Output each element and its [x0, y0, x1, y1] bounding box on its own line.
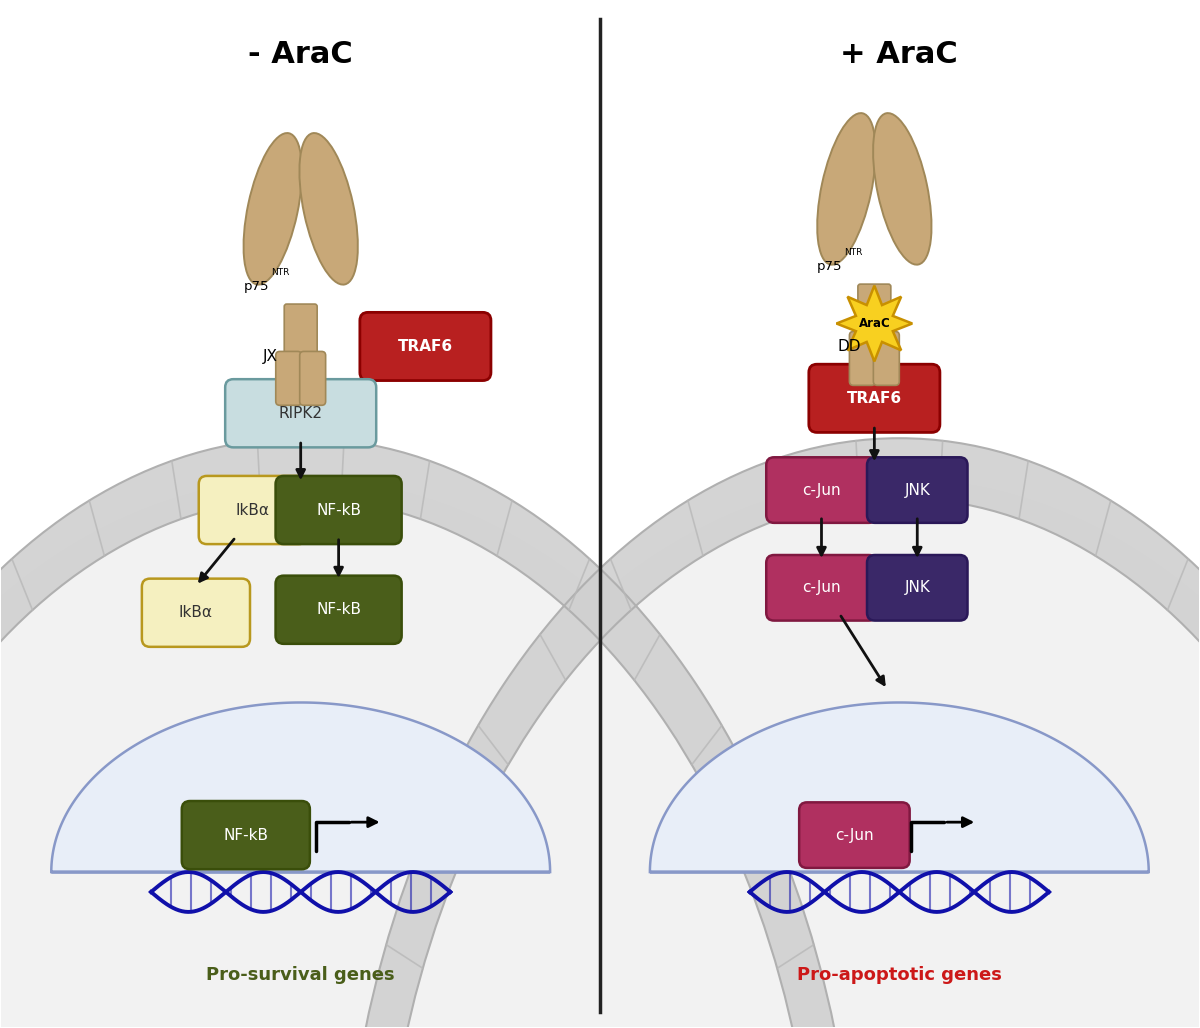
Text: TRAF6: TRAF6: [398, 339, 452, 354]
Ellipse shape: [817, 113, 876, 264]
Text: p75: p75: [244, 280, 269, 293]
FancyBboxPatch shape: [850, 331, 875, 386]
Text: NTR: NTR: [845, 248, 863, 257]
Polygon shape: [836, 286, 912, 362]
Text: + AraC: + AraC: [840, 40, 958, 69]
FancyBboxPatch shape: [276, 476, 402, 544]
FancyBboxPatch shape: [276, 352, 301, 405]
FancyBboxPatch shape: [858, 284, 890, 341]
FancyBboxPatch shape: [142, 579, 250, 647]
Text: IkBα: IkBα: [179, 605, 212, 620]
Text: RIPK2: RIPK2: [278, 406, 323, 420]
Text: NF-kB: NF-kB: [223, 828, 269, 843]
Polygon shape: [341, 438, 1200, 1028]
Ellipse shape: [874, 113, 931, 264]
FancyBboxPatch shape: [874, 331, 899, 386]
Text: c-Jun: c-Jun: [802, 482, 841, 498]
Text: c-Jun: c-Jun: [835, 828, 874, 843]
Text: IkBα: IkBα: [236, 503, 270, 517]
Text: JNK: JNK: [905, 482, 930, 498]
Text: JNK: JNK: [905, 580, 930, 595]
Text: NF-kB: NF-kB: [316, 503, 361, 517]
Text: AraC: AraC: [858, 317, 890, 330]
FancyBboxPatch shape: [360, 313, 491, 380]
FancyBboxPatch shape: [809, 364, 940, 433]
Polygon shape: [52, 702, 550, 872]
Text: JX: JX: [263, 348, 278, 364]
Polygon shape: [0, 438, 859, 1028]
Text: - AraC: - AraC: [248, 40, 353, 69]
FancyBboxPatch shape: [276, 576, 402, 644]
FancyBboxPatch shape: [226, 379, 377, 447]
FancyBboxPatch shape: [799, 802, 910, 868]
Text: TRAF6: TRAF6: [847, 391, 902, 406]
Text: p75: p75: [817, 260, 842, 273]
Text: c-Jun: c-Jun: [802, 580, 841, 595]
FancyBboxPatch shape: [868, 457, 967, 523]
Text: Pro-survival genes: Pro-survival genes: [206, 965, 395, 984]
FancyBboxPatch shape: [767, 457, 877, 523]
FancyBboxPatch shape: [868, 555, 967, 621]
Text: NF-kB: NF-kB: [316, 602, 361, 617]
Ellipse shape: [325, 478, 1200, 1028]
FancyBboxPatch shape: [199, 476, 307, 544]
FancyBboxPatch shape: [767, 555, 877, 621]
Ellipse shape: [0, 478, 875, 1028]
FancyBboxPatch shape: [300, 352, 325, 405]
FancyBboxPatch shape: [284, 304, 317, 361]
Text: DD: DD: [838, 339, 862, 354]
Text: NTR: NTR: [271, 267, 289, 277]
Ellipse shape: [244, 133, 302, 285]
Text: Pro-apoptotic genes: Pro-apoptotic genes: [797, 965, 1002, 984]
Polygon shape: [650, 702, 1148, 872]
FancyBboxPatch shape: [181, 801, 310, 870]
Ellipse shape: [300, 133, 358, 285]
